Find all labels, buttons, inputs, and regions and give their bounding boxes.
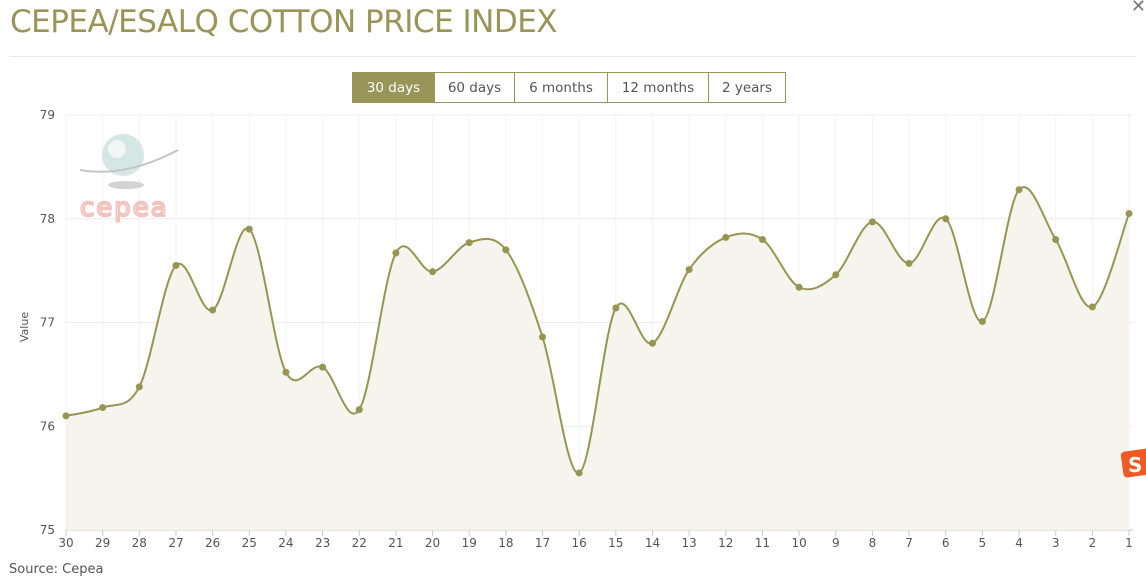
data-point xyxy=(795,283,803,291)
x-tick-label: 18 xyxy=(498,536,513,550)
x-tick-label: 5 xyxy=(979,536,987,550)
x-tick-label: 9 xyxy=(832,536,840,550)
data-point xyxy=(1052,236,1060,243)
data-point xyxy=(135,383,143,391)
data-point xyxy=(832,271,840,279)
data-point xyxy=(978,317,986,325)
x-tick-label: 14 xyxy=(645,536,660,550)
x-tick-label: 27 xyxy=(168,536,183,550)
x-tick-label: 26 xyxy=(205,536,220,550)
data-point xyxy=(282,368,290,376)
x-tick-label: 22 xyxy=(352,536,367,550)
x-tick-label: 17 xyxy=(535,536,550,550)
cepea-logo-watermark: cepea xyxy=(79,134,179,224)
x-tick-label: 16 xyxy=(572,536,587,550)
data-point xyxy=(62,412,70,420)
source-note: Source: Cepea xyxy=(9,562,104,577)
area-fill xyxy=(66,187,1129,531)
data-point xyxy=(722,233,730,241)
x-tick-label: 25 xyxy=(242,536,257,550)
data-point xyxy=(575,469,583,477)
x-tick-label: 4 xyxy=(1015,536,1023,550)
y-tick-label: 79 xyxy=(40,108,55,122)
data-point xyxy=(685,266,693,274)
x-tick-label: 12 xyxy=(718,536,733,550)
data-point xyxy=(392,249,400,257)
range-6-months-button[interactable]: 6 months xyxy=(514,73,607,102)
data-point xyxy=(465,239,473,247)
x-tick-label: 15 xyxy=(608,536,623,550)
x-tick-label: 1 xyxy=(1125,536,1133,550)
close-icon[interactable]: ✕ xyxy=(1130,0,1146,17)
x-tick-label: 6 xyxy=(942,536,950,550)
divider xyxy=(10,56,1136,57)
data-point xyxy=(539,333,547,341)
y-tick-label: 75 xyxy=(40,523,55,537)
x-tick-label: 19 xyxy=(462,536,477,550)
x-tick-label: 20 xyxy=(425,536,440,550)
range-60-days-button[interactable]: 60 days xyxy=(434,73,514,102)
data-point xyxy=(355,406,363,414)
data-point xyxy=(209,306,217,314)
range-selector: 30 days 60 days 6 months 12 months 2 yea… xyxy=(352,72,786,103)
data-point xyxy=(172,261,180,269)
page-title: CEPEA/ESALQ COTTON PRICE INDEX xyxy=(10,4,558,40)
x-tick-label: 13 xyxy=(681,536,696,550)
data-point xyxy=(942,215,950,223)
x-tick-label: 21 xyxy=(388,536,403,550)
x-tick-label: 24 xyxy=(278,536,293,550)
range-2-years-button[interactable]: 2 years xyxy=(708,73,785,102)
x-tick-label: 23 xyxy=(315,536,330,550)
data-point xyxy=(245,225,253,233)
x-tick-label: 28 xyxy=(132,536,147,550)
x-tick-label: 10 xyxy=(791,536,806,550)
data-point xyxy=(429,268,437,276)
data-point xyxy=(1015,186,1023,194)
data-point xyxy=(1125,210,1133,218)
x-tick-label: 3 xyxy=(1052,536,1060,550)
x-tick-label: 30 xyxy=(58,536,73,550)
range-30-days-button[interactable]: 30 days xyxy=(353,73,434,102)
y-tick-label: 77 xyxy=(40,316,55,330)
x-tick-label: 7 xyxy=(905,536,913,550)
data-point xyxy=(905,259,913,267)
data-point xyxy=(648,339,656,347)
sogou-icon: S xyxy=(1120,448,1146,478)
data-point xyxy=(612,304,620,312)
data-point xyxy=(868,218,876,226)
x-tick-label: 2 xyxy=(1089,536,1097,550)
y-tick-label: 76 xyxy=(40,419,55,433)
logo-text: cepea xyxy=(80,193,169,223)
range-12-months-button[interactable]: 12 months xyxy=(607,73,708,102)
data-point xyxy=(758,236,766,243)
x-tick-label: 8 xyxy=(869,536,877,550)
price-chart: cepea 30 29 28 27 26 25 24 23 22 21 20 19 18 17 16 15 14… xyxy=(18,108,1146,550)
data-point xyxy=(99,404,107,412)
data-point xyxy=(502,246,510,254)
y-axis-label: Value xyxy=(18,312,31,342)
svg-text:S: S xyxy=(1128,453,1142,477)
data-point xyxy=(1088,303,1096,311)
x-tick-label: 11 xyxy=(755,536,770,550)
y-tick-label: 78 xyxy=(40,212,55,226)
data-point xyxy=(319,363,327,371)
x-tick-label: 29 xyxy=(95,536,110,550)
